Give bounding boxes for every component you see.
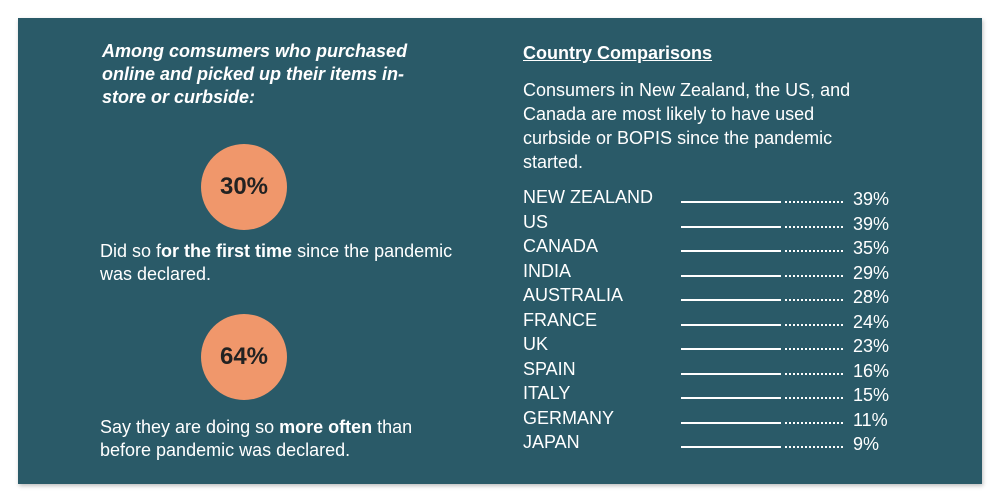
infographic-panel: Among comsumers who purchased online and… (18, 18, 982, 484)
country-name: AUSTRALIA (523, 285, 624, 305)
dotted-leader (785, 225, 843, 228)
country-name: NEW ZEALAND (523, 187, 654, 207)
stat-value: 64% (219, 343, 269, 370)
country-name: SPAIN (523, 358, 576, 379)
leader-line (681, 421, 781, 424)
leader-line (681, 446, 781, 448)
stat-text-more-often: Say they are doing so more often than be… (100, 417, 413, 460)
stat-text-first-time: Did so for the first time since the pand… (100, 241, 453, 284)
dotted-leader (785, 250, 843, 252)
country-percent: 39% (853, 189, 890, 209)
country-row: NEW ZEALAND 39% (523, 187, 923, 212)
country-comparisons-description: Consumers in New Zealand, the US, and Ca… (523, 80, 851, 172)
country-percent: 16% (853, 360, 890, 381)
country-percent: 15% (853, 385, 890, 405)
leader-line (681, 201, 781, 203)
leader-line (681, 348, 781, 350)
country-name: ITALY (523, 383, 571, 403)
country-row: CANADA 35% (523, 236, 923, 261)
country-row: JAPAN 9% (523, 432, 923, 457)
dotted-leader (785, 299, 843, 301)
country-row: SPAIN 16% (523, 359, 923, 384)
country-row: FRANCE 24% (523, 310, 923, 335)
country-percent: 9% (853, 434, 880, 454)
dotted-leader (785, 323, 843, 326)
country-percent: 29% (853, 262, 890, 283)
country-percent: 39% (853, 213, 890, 234)
country-percent: 11% (853, 409, 888, 430)
dotted-leader (785, 274, 843, 277)
country-percent: 28% (853, 287, 890, 307)
dotted-leader (785, 348, 843, 350)
dotted-leader (785, 201, 843, 203)
dotted-leader (785, 372, 843, 375)
country-name: JAPAN (523, 432, 580, 452)
leader-line (681, 397, 781, 399)
country-name: UK (523, 334, 549, 354)
country-row: ITALY 15% (523, 383, 923, 408)
dotted-leader (785, 446, 843, 448)
stat-circle-more-often: 64% (201, 314, 287, 400)
dotted-leader (785, 397, 843, 399)
country-percent: 23% (853, 336, 890, 356)
country-percent: 35% (853, 238, 890, 258)
leader-line (681, 225, 781, 228)
leader-line (681, 323, 781, 326)
country-row: GERMANY 11% (523, 408, 923, 433)
leader-line (681, 299, 781, 301)
country-name: GERMANY (523, 407, 615, 428)
country-name: FRANCE (523, 309, 598, 330)
leader-line (681, 274, 781, 277)
country-row: AUSTRALIA 28% (523, 285, 923, 310)
stat-circle-first-time: 30% (201, 144, 287, 230)
country-row: INDIA 29% (523, 261, 923, 286)
country-row: UK 23% (523, 334, 923, 359)
country-name: US (523, 211, 549, 232)
stat-value: 30% (219, 173, 269, 200)
country-name: CANADA (523, 236, 599, 256)
dotted-leader (785, 421, 843, 424)
intro-heading: Among comsumers who purchased online and… (102, 41, 408, 107)
leader-line (681, 250, 781, 252)
country-name: INDIA (523, 260, 572, 281)
country-list: NEW ZEALAND 39% US 39% CANADA 35% INDIA 29% AUST… (523, 187, 923, 457)
country-percent: 24% (853, 311, 890, 332)
country-comparisons-title: Country Comparisons (523, 43, 713, 63)
leader-line (681, 372, 781, 375)
country-row: US 39% (523, 212, 923, 237)
